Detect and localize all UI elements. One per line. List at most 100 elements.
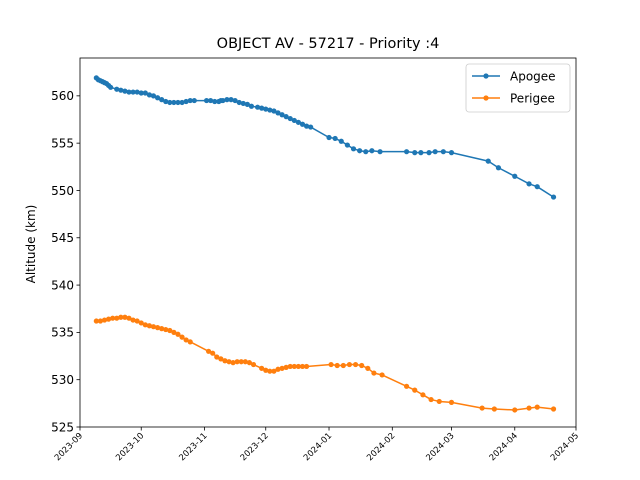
y-axis-label: Altitude (km) — [24, 205, 38, 284]
data-point-perigee — [448, 399, 455, 405]
data-point-perigee — [428, 396, 434, 403]
data-point-apogee — [146, 92, 152, 98]
y-tick-label: 540 — [51, 278, 74, 292]
data-point-perigee — [403, 383, 410, 389]
data-point-apogee — [167, 99, 173, 106]
data-point-apogee — [191, 97, 197, 104]
data-point-apogee — [130, 89, 136, 95]
data-point-apogee — [150, 93, 157, 99]
y-tick-label: 530 — [51, 373, 74, 387]
data-point-perigee — [134, 318, 140, 324]
data-point-perigee — [275, 366, 281, 372]
data-point-apogee — [179, 99, 185, 106]
legend-label: Apogee — [510, 70, 556, 84]
data-point-apogee — [134, 89, 140, 95]
data-point-perigee — [101, 317, 108, 323]
data-point-perigee — [365, 365, 371, 371]
legend-swatch-marker — [483, 95, 489, 101]
data-point-perigee — [150, 324, 157, 330]
data-point-perigee — [138, 320, 144, 326]
data-point-apogee — [118, 87, 124, 93]
data-point-apogee — [495, 165, 502, 171]
data-point-apogee — [126, 89, 132, 95]
data-point-perigee — [122, 314, 128, 320]
data-point-perigee — [346, 361, 353, 368]
data-point-apogee — [271, 108, 277, 114]
data-point-apogee — [212, 98, 218, 105]
data-point-apogee — [338, 138, 344, 144]
y-axis: 525 530 535 540 545 550 555 560 — [51, 89, 80, 434]
data-point-apogee — [369, 148, 375, 154]
data-point-perigee — [287, 363, 293, 370]
data-point-perigee — [279, 365, 285, 371]
data-point-apogee — [418, 150, 424, 156]
data-point-perigee — [214, 354, 220, 360]
data-point-apogee — [228, 97, 234, 103]
data-point-perigee — [299, 363, 306, 370]
data-point-perigee — [328, 361, 334, 368]
data-point-apogee — [291, 117, 297, 124]
data-point-perigee — [359, 362, 365, 369]
data-point-apogee — [159, 97, 165, 103]
data-point-perigee — [230, 360, 236, 366]
data-point-perigee — [267, 368, 273, 374]
data-point-apogee — [350, 146, 357, 152]
data-point-perigee — [205, 348, 212, 354]
data-point-apogee — [485, 158, 491, 164]
data-point-apogee — [357, 148, 363, 154]
data-point-perigee — [226, 359, 232, 365]
data-point-apogee — [236, 99, 242, 106]
data-point-perigee — [218, 356, 224, 362]
data-point-perigee — [179, 334, 185, 340]
y-tick-label: 550 — [51, 184, 74, 198]
data-point-perigee — [234, 359, 240, 365]
data-point-apogee — [448, 150, 455, 156]
data-point-apogee — [403, 149, 410, 155]
data-point-perigee — [512, 407, 518, 413]
data-point-apogee — [534, 184, 540, 190]
data-point-perigee — [238, 359, 244, 365]
data-point-perigee — [436, 398, 442, 405]
data-point-perigee — [118, 314, 124, 320]
data-point-perigee — [291, 363, 297, 370]
data-point-apogee — [526, 181, 532, 187]
data-point-apogee — [220, 97, 226, 104]
data-point-apogee — [326, 134, 332, 141]
data-point-perigee — [175, 331, 181, 337]
data-point-apogee — [183, 98, 189, 105]
data-point-apogee — [175, 99, 181, 106]
data-point-perigee — [295, 363, 301, 370]
plot-area — [79, 57, 577, 428]
data-point-apogee — [287, 115, 293, 122]
data-point-apogee — [240, 100, 246, 107]
data-point-perigee — [526, 405, 532, 411]
data-point-perigee — [163, 326, 169, 333]
data-point-perigee — [379, 372, 385, 378]
data-point-perigee — [97, 318, 104, 324]
legend: Apogee Perigee — [465, 63, 571, 113]
y-tick-label: 535 — [51, 326, 74, 340]
data-point-perigee — [126, 315, 132, 321]
data-point-apogee — [344, 142, 350, 148]
data-point-apogee — [108, 84, 114, 90]
data-point-apogee — [283, 114, 289, 120]
data-point-apogee — [303, 123, 310, 129]
data-point-perigee — [479, 405, 485, 411]
chart-title: OBJECT AV - 57217 - Priority :4 — [217, 36, 440, 52]
data-point-perigee — [550, 406, 557, 412]
data-point-perigee — [352, 361, 359, 368]
legend-label: Perigee — [510, 92, 555, 106]
data-point-apogee — [377, 149, 383, 155]
data-point-perigee — [154, 325, 161, 331]
data-point-apogee — [142, 90, 148, 96]
data-point-apogee — [122, 88, 128, 94]
axes-frame — [79, 57, 577, 428]
data-point-perigee — [187, 339, 193, 345]
data-point-apogee — [248, 103, 255, 109]
data-point-apogee — [171, 99, 177, 106]
data-point-apogee — [426, 150, 432, 156]
data-point-perigee — [263, 367, 269, 373]
data-point-apogee — [332, 135, 338, 142]
data-point-apogee — [208, 97, 214, 104]
data-point-apogee — [114, 86, 120, 92]
